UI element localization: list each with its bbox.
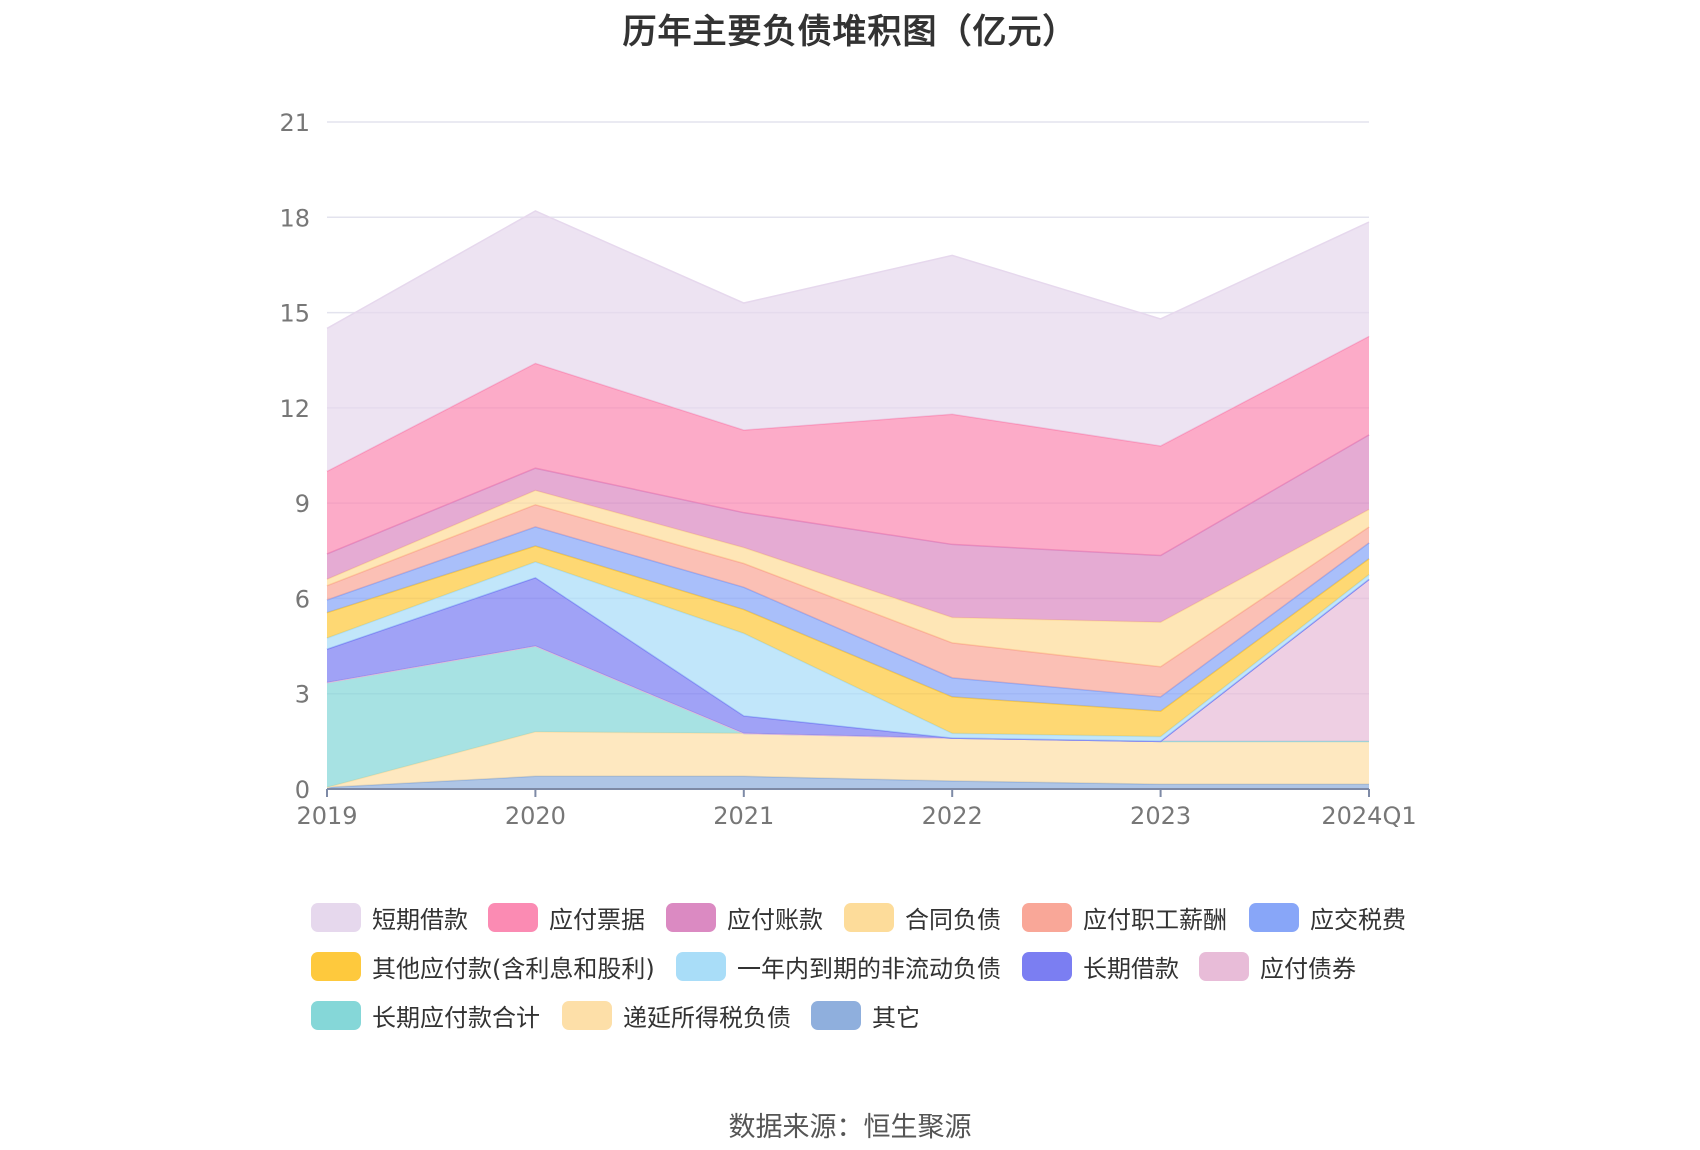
y-tick-label: 15: [279, 300, 310, 328]
legend-item[interactable]: 合同负债: [844, 900, 1001, 935]
area-series-合同负债: [327, 490, 1369, 667]
legend-label: 应付票据: [549, 906, 645, 934]
y-tick-label: 6: [295, 585, 310, 613]
area-series-短期借款: [327, 210, 1369, 472]
legend-swatch: [488, 903, 538, 932]
legend-item[interactable]: 短期借款: [311, 900, 468, 935]
area-series-其它: [327, 776, 1369, 789]
x-tick-label: 2020: [505, 802, 566, 830]
area-series-长期借款: [327, 577, 1369, 742]
legend-label: 长期应付款合计: [372, 1004, 540, 1032]
y-tick-label: 21: [279, 109, 310, 137]
legend-swatch: [666, 903, 716, 932]
x-tick-label: 2022: [922, 802, 983, 830]
legend-swatch: [844, 903, 894, 932]
legend-item[interactable]: 一年内到期的非流动负债: [676, 949, 1001, 984]
legend-swatch: [1022, 903, 1072, 932]
area-series-一年内到期的非流动负债: [327, 561, 1369, 742]
legend-item[interactable]: 应付债券: [1199, 949, 1356, 984]
y-tick-label: 18: [279, 204, 310, 232]
legend-item[interactable]: 长期借款: [1022, 949, 1179, 984]
legend-swatch: [1022, 952, 1072, 981]
legend-item[interactable]: 长期应付款合计: [311, 998, 540, 1033]
area-series-递延所得税负债: [327, 731, 1369, 788]
area-edge-短期借款: [326, 210, 1370, 330]
area-series-应付债券: [327, 579, 1369, 742]
legend-label: 应付账款: [727, 906, 823, 934]
data-source-note: 数据来源：恒生聚源: [728, 1112, 972, 1143]
legend-label: 其它: [872, 1004, 920, 1032]
legend-swatch: [311, 1001, 361, 1030]
legend-label: 一年内到期的非流动负债: [737, 955, 1001, 983]
legend-item[interactable]: 其他应付款(含利息和股利): [311, 949, 655, 984]
axes: 0 3 6 9 12 15 18 21 2019 2020 2021 2022 2023 2024Q1: [279, 109, 1416, 830]
y-tick-label: 12: [279, 395, 310, 423]
area-series-应付账款: [327, 434, 1369, 623]
legend-swatch: [811, 1001, 861, 1030]
x-tick-label: 2023: [1130, 802, 1191, 830]
legend-item[interactable]: 应付票据: [488, 900, 645, 935]
legend-swatch: [1249, 903, 1299, 932]
legend-swatch: [311, 952, 361, 981]
legend-item[interactable]: 应付职工薪酬: [1022, 900, 1227, 935]
legend-label: 长期借款: [1083, 955, 1179, 983]
legend-label: 应付债券: [1260, 955, 1356, 983]
legend-swatch: [676, 952, 726, 981]
x-tick-label: 2019: [296, 802, 357, 830]
legend-item[interactable]: 其它: [811, 998, 920, 1033]
legend-label: 递延所得税负债: [623, 1004, 791, 1032]
legend-swatch: [1199, 952, 1249, 981]
legend-label: 短期借款: [372, 906, 468, 934]
legend-swatch: [311, 903, 361, 932]
legend-label: 应付职工薪酬: [1083, 906, 1227, 934]
area-series-长期应付款合计: [327, 646, 1369, 788]
y-tick-label: 3: [295, 681, 310, 709]
y-tick-label: 0: [295, 776, 310, 804]
x-tick-label: 2024Q1: [1321, 802, 1416, 830]
legend-label: 应交税费: [1310, 906, 1406, 934]
area-series: [326, 210, 1370, 789]
legend-item[interactable]: 应付账款: [666, 900, 823, 935]
legend-item[interactable]: 递延所得税负债: [562, 998, 791, 1033]
x-tick-label: 2021: [713, 802, 774, 830]
area-series-应付票据: [327, 336, 1369, 556]
legend-label: 合同负债: [905, 906, 1001, 934]
legend-item[interactable]: 应交税费: [1249, 900, 1406, 935]
chart-title: 历年主要负债堆积图（亿元）: [622, 12, 1078, 52]
y-tick-label: 9: [295, 490, 310, 518]
legend-label: 其他应付款(含利息和股利): [372, 955, 655, 983]
legend-swatch: [562, 1001, 612, 1030]
